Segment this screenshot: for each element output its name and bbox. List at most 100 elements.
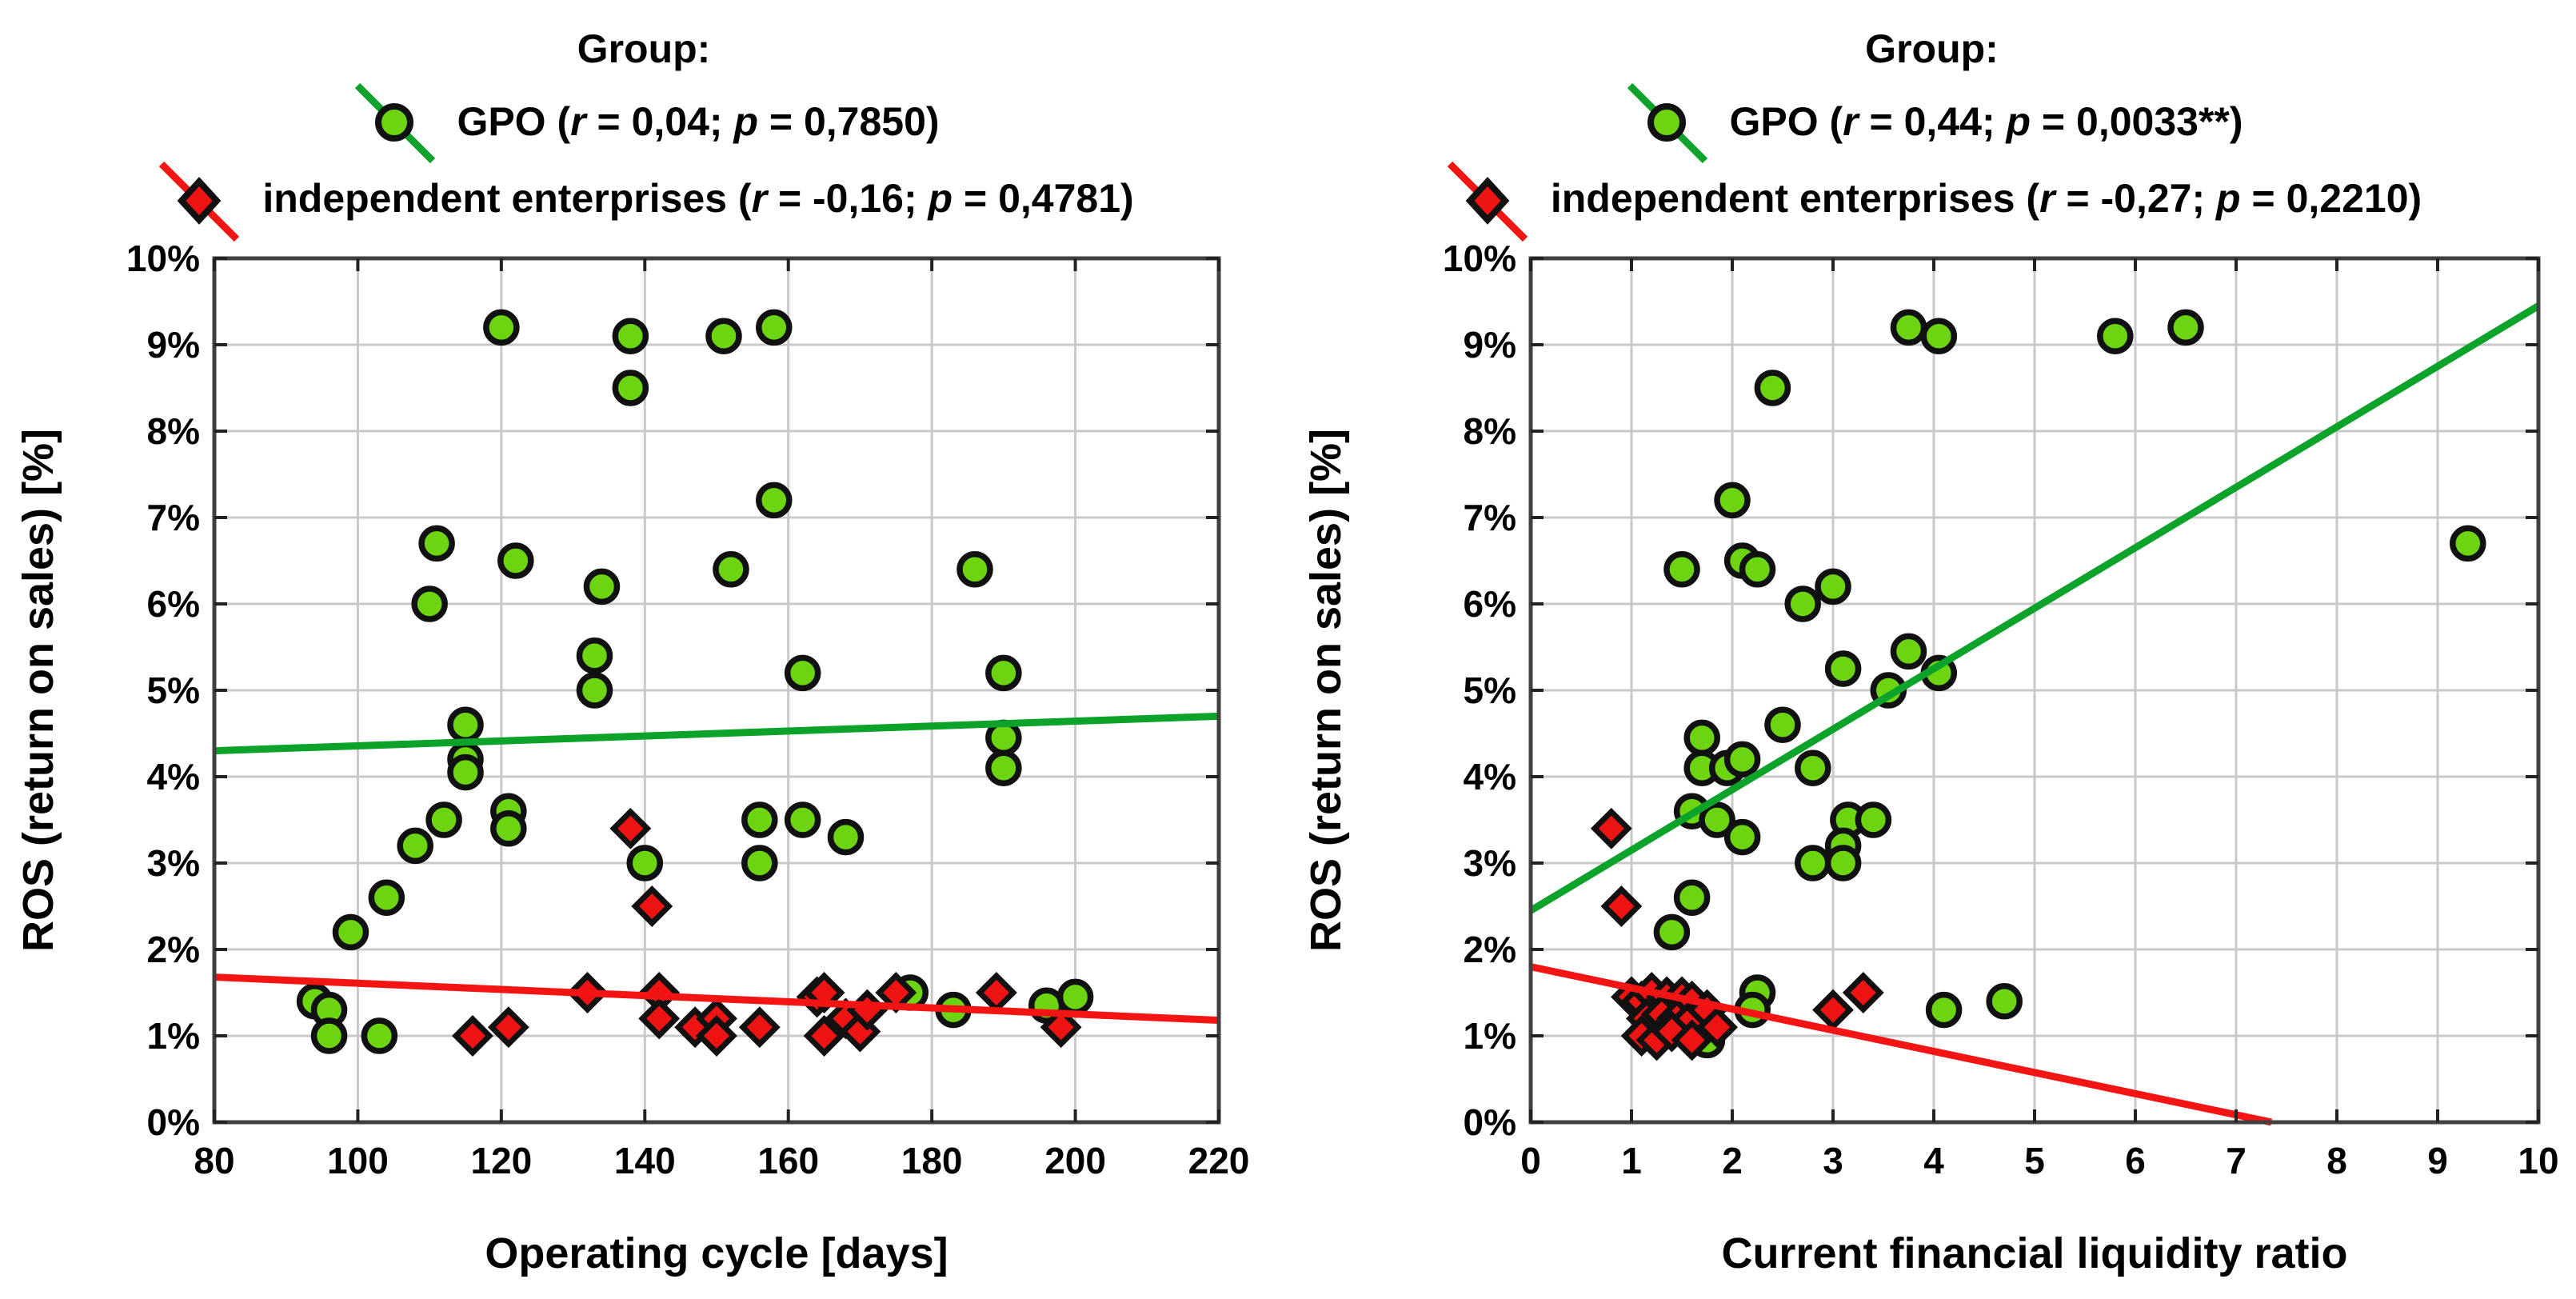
scatter-plot-operating-cycle: 80 100 120 140 160 180 200 220 0% 1% 2% 3% 4% 5% 6% 7% 8… [14,238,1249,1277]
x-tick-label: 7 [2226,1140,2247,1181]
trend-line-independent [1530,963,2273,1126]
x-tick-label: 4 [1923,1140,1944,1181]
data-point-independent [487,1006,529,1049]
data-point-gpo [447,753,484,791]
gpo-marker-icon [1627,82,1708,164]
independent-marker-icon [159,161,240,242]
data-point-gpo [741,801,778,838]
axis-tick-labels: 80 100 120 140 160 180 200 220 0% 1% 2% 3% 4% 5% 6% 7% 8… [126,238,1249,1181]
x-tick-label: 2 [1722,1140,1743,1181]
data-point-gpo [576,672,613,709]
data-point-gpo [1795,749,1831,786]
x-tick-label: 10 [2518,1140,2558,1181]
data-point-independent [1842,972,1884,1013]
data-point-gpo [985,654,1022,692]
data-point-independent [1600,885,1643,927]
data-point-gpo [1824,845,1862,881]
trend-line-independent [214,973,1220,1025]
y-tick-label: 2% [1464,929,1516,970]
data-point-gpo [332,913,369,951]
data-point-gpo [1925,991,1963,1029]
data-point-gpo [1653,913,1691,951]
legend-label-independent: independent enterprises (r = -0,27; p = … [1550,176,2422,221]
data-point-gpo [1784,586,1821,622]
x-tick-label: 9 [2427,1140,2448,1181]
legend-title: Group: [577,26,711,71]
data-point-gpo [447,706,484,743]
y-tick-label: 7% [1464,497,1516,538]
x-tick-label: 100 [327,1140,389,1181]
data-point-gpo [1683,719,1720,757]
y-axis-title: ROS (return on sales) [%] [14,429,62,952]
legend-entry-gpo: GPO (r = 0,04; p = 0,7850) [348,82,940,164]
x-tick-label: 6 [2125,1140,2146,1181]
data-point-gpo [368,879,405,916]
y-tick-label: 9% [1464,324,1516,366]
data-point-gpo [418,525,455,562]
data-point-gpo [1754,370,1791,406]
legend-entry-gpo: GPO (r = 0,44; p = 0,0033**) [1620,82,2243,164]
y-tick-label: 6% [147,583,200,625]
series-gpo [1653,309,2486,1059]
data-point-gpo [741,845,778,881]
y-tick-label: 3% [1464,842,1516,884]
data-point-independent [738,1006,781,1049]
legend-entry-independent: independent enterprises (r = -0,27; p = … [1442,160,2422,242]
data-point-gpo [425,801,462,838]
x-tick-label: 0 [1520,1140,1541,1181]
data-point-gpo [490,810,527,847]
y-axis-title: ROS (return on sales) [%] [1302,429,1350,952]
y-tick-label: 4% [147,756,200,797]
data-point-gpo [1920,318,1958,354]
y-tick-label: 7% [147,497,200,538]
data-point-gpo [1986,983,2023,1020]
data-point-gpo [626,845,664,881]
data-point-gpo [705,318,742,354]
y-tick-label: 6% [1464,583,1516,625]
right-legend: Group: GPO (r = 0,44; p = 0,0033**) inde… [1288,14,2576,242]
data-point-gpo [1739,551,1776,588]
right-chart-panel: Group: GPO (r = 0,44; p = 0,0033**) inde… [1288,0,2576,1299]
data-point-gpo [2450,525,2486,562]
independent-marker-icon [1447,161,1528,242]
x-tick-label: 200 [1044,1140,1106,1181]
data-point-gpo [784,801,821,838]
x-tick-label: 120 [470,1140,532,1181]
axis-ticks [213,257,1220,1124]
data-point-gpo [397,827,433,865]
legend-label-gpo: GPO (r = 0,04; p = 0,7850) [457,99,940,144]
data-point-gpo [361,1017,398,1054]
data-point-independent [696,1015,737,1057]
left-legend: Group: GPO (r = 0,04; p = 0,7850) indepe… [0,14,1288,242]
legend-title: Group: [1865,26,1999,71]
left-chart-panel: Group: GPO (r = 0,04; p = 0,7850) indepe… [0,14,1288,1277]
x-tick-label: 180 [901,1140,963,1181]
x-tick-label: 160 [757,1140,819,1181]
y-tick-label: 8% [147,410,200,452]
data-point-independent [631,885,673,927]
data-point-gpo [756,309,793,346]
y-tick-label: 4% [1464,756,1516,797]
y-tick-label: 5% [147,669,200,711]
x-axis-title: Operating cycle [days] [485,1229,948,1277]
data-point-gpo [612,318,649,354]
data-point-gpo [411,586,448,622]
y-tick-label: 2% [147,929,200,970]
data-point-gpo [583,568,621,606]
y-tick-label: 10% [126,238,200,279]
series-gpo [296,309,1094,1054]
y-tick-label: 0% [1464,1101,1516,1143]
x-axis-title: Current financial liquidity ratio [1721,1229,2347,1277]
y-tick-label: 1% [147,1015,200,1057]
y-tick-label: 10% [1443,238,1516,279]
data-point-gpo [784,654,821,692]
gpo-marker-icon [355,82,436,164]
data-point-gpo [2167,309,2204,346]
legend-label-gpo: GPO (r = 0,44; p = 0,0033**) [1729,99,2243,144]
y-tick-label: 5% [1464,669,1516,711]
data-point-independent [1040,1006,1082,1049]
scatter-plot-liquidity-ratio: 0 1 2 3 4 5 6 7 8 9 10 0% 1% 2% 3% 4% 5% 6% 7% 8% 9% 10% Curre… [1302,238,2559,1277]
data-point-independent [975,972,1017,1013]
y-tick-label: 8% [1464,410,1516,452]
trend-line-gpo [214,712,1220,755]
